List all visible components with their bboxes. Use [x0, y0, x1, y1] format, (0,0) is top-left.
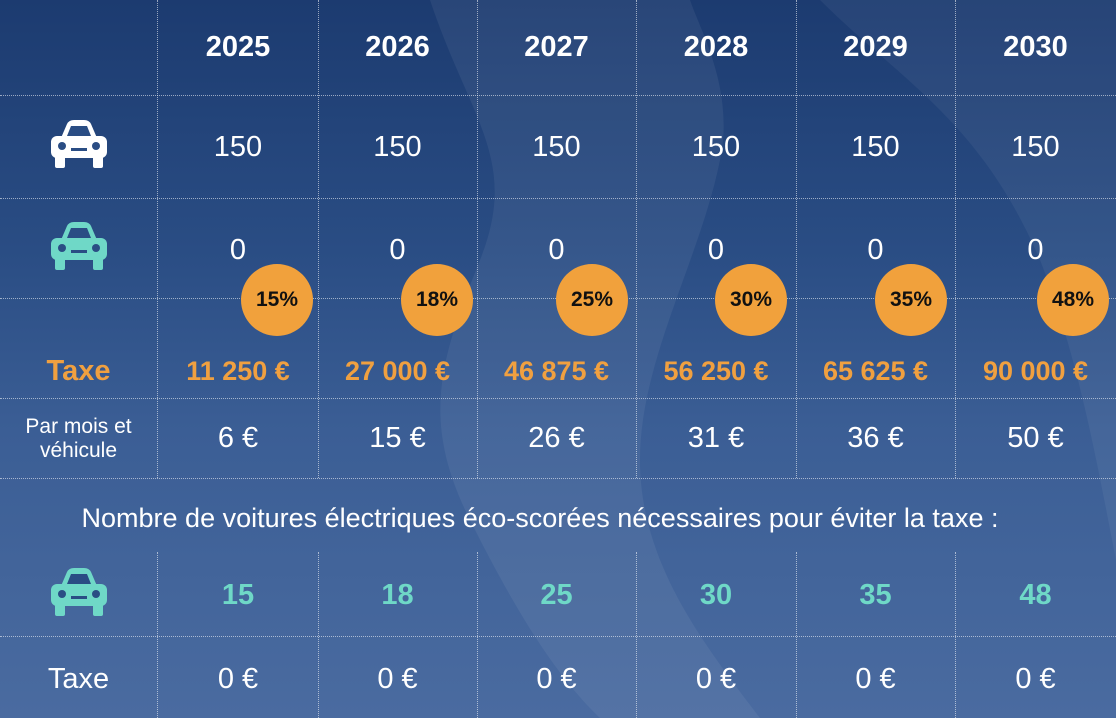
required-electric-count: 48 [1019, 578, 1052, 611]
percentage-badge: 48% [1037, 264, 1109, 336]
tax-amount: 65 625 € [822, 355, 929, 386]
combustion-count: 150 [373, 130, 422, 163]
scenario-tax-label: Taxe [47, 662, 110, 695]
per-month-amount: 6 € [217, 422, 259, 454]
teal-car-icon [51, 222, 107, 270]
percentage-badge: 15% [241, 264, 313, 336]
year-header: 2030 [1003, 31, 1068, 63]
electric-count: 0 [389, 233, 406, 266]
per-month-amount: 36 € [847, 422, 904, 454]
per-month-amount: 15 € [369, 422, 426, 454]
required-electric-count: 15 [221, 578, 255, 611]
combustion-count: 150 [691, 130, 741, 163]
scenario-tax-amount: 0 € [855, 662, 896, 695]
tax-amount: 90 000 € [982, 355, 1089, 386]
combustion-count: 150 [1011, 130, 1060, 163]
electric-count: 0 [1027, 233, 1044, 266]
percentage-badge: 25% [556, 264, 628, 336]
combustion-count: 150 [851, 130, 900, 163]
electric-count: 0 [229, 233, 247, 266]
required-electric-count: 18 [381, 578, 414, 611]
scenario-tax-amount: 0 € [217, 662, 259, 695]
tax-amount: 27 000 € [344, 355, 451, 386]
question-text: Nombre de voitures électriques éco-scoré… [81, 503, 999, 533]
combustion-count: 150 [213, 130, 263, 163]
percentage-badge: 35% [875, 264, 947, 336]
per-month-amount: 50 € [1007, 422, 1064, 454]
percentage-badge: 30% [715, 264, 787, 336]
required-electric-count: 30 [699, 578, 733, 611]
electric-count: 0 [707, 233, 725, 266]
electric-count: 0 [867, 233, 884, 266]
electric-count: 0 [548, 233, 565, 266]
tax-amount: 56 250 € [663, 355, 769, 386]
percentage-badge: 18% [401, 264, 473, 336]
year-header: 2029 [843, 31, 908, 63]
year-header: 2027 [524, 31, 589, 63]
teal-car-icon [51, 568, 107, 616]
year-header: 2025 [205, 31, 271, 63]
tax-row-label: Taxe [46, 354, 111, 387]
per-month-label: Par mois et véhicule [25, 414, 132, 462]
tax-amount: 11 250 € [186, 355, 290, 386]
scenario-tax-amount: 0 € [377, 662, 418, 695]
scenario-tax-amount: 0 € [1015, 662, 1056, 695]
per-month-amount: 31 € [687, 422, 745, 454]
year-header: 2026 [365, 31, 430, 63]
scenario-tax-amount: 0 € [695, 662, 737, 695]
tax-amount: 46 875 € [503, 355, 610, 386]
scenario-tax-amount: 0 € [536, 662, 577, 695]
per-month-amount: 26 € [528, 422, 585, 454]
year-header: 2028 [683, 31, 749, 63]
required-electric-count: 35 [859, 578, 892, 611]
combustion-count: 150 [532, 130, 581, 163]
white-car-icon [51, 120, 107, 168]
required-electric-count: 25 [540, 578, 573, 611]
